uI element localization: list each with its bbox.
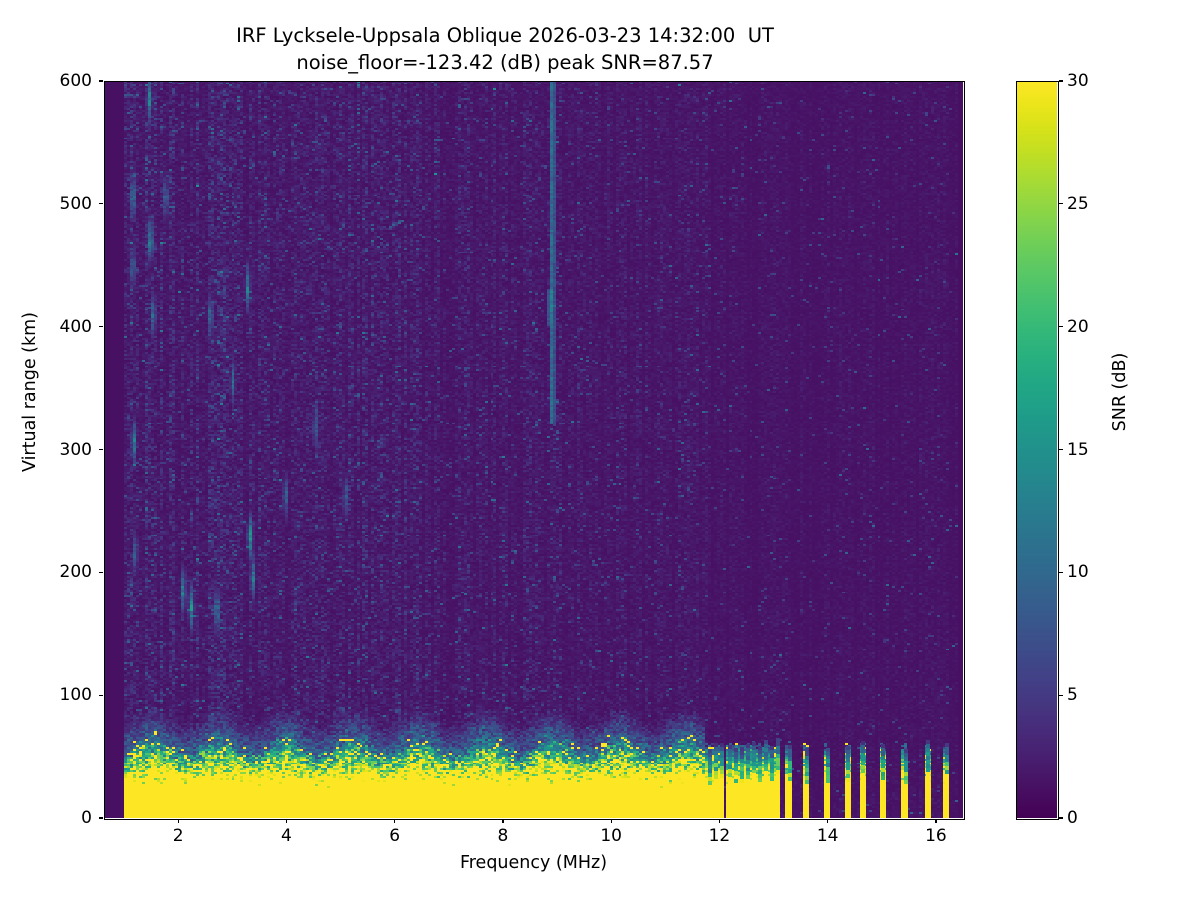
x-tick — [610, 819, 612, 823]
y-tick-label: 500 — [59, 193, 92, 214]
colorbar-tick — [1059, 571, 1063, 573]
colorbar-tick-label: 15 — [1067, 439, 1089, 460]
colorbar — [1016, 81, 1057, 818]
x-tick — [502, 819, 504, 823]
colorbar-tick-label: 10 — [1067, 562, 1089, 583]
colorbar-tick — [1059, 694, 1063, 696]
x-tick — [285, 819, 287, 823]
x-tick — [394, 819, 396, 823]
colorbar-label: SNR (dB) — [1110, 352, 1130, 432]
figure-title-line-1: IRF Lycksele-Uppsala Oblique 2026-03-23 … — [236, 24, 774, 47]
x-tick-label: 14 — [816, 826, 839, 846]
colorbar-tick-label: 30 — [1067, 71, 1089, 91]
y-axis-label: Virtual range (km) — [20, 311, 40, 473]
x-tick — [827, 819, 829, 823]
colorbar-tick — [1059, 326, 1063, 328]
x-tick — [935, 819, 937, 823]
y-tick — [99, 326, 103, 328]
x-tick-label: 6 — [389, 826, 401, 846]
colorbar-tick — [1059, 80, 1063, 82]
y-tick-label: 100 — [59, 685, 92, 706]
y-tick — [99, 694, 103, 696]
colorbar-tick-label: 25 — [1067, 193, 1089, 214]
x-axis-label: Frequency (MHz) — [459, 853, 608, 873]
y-tick — [99, 448, 103, 451]
colorbar-tick — [1059, 448, 1063, 451]
ionogram-heatmap-axes — [104, 81, 963, 818]
y-tick-label: 300 — [59, 439, 92, 460]
y-tick-label: 600 — [59, 71, 92, 91]
x-tick-label: 10 — [600, 826, 622, 846]
x-tick-label: 12 — [708, 826, 731, 846]
y-tick-label: 400 — [59, 316, 92, 337]
x-tick — [177, 819, 179, 823]
x-tick-label: 4 — [280, 826, 292, 846]
y-tick-label: 200 — [59, 562, 92, 583]
colorbar-tick-label: 5 — [1067, 685, 1078, 706]
y-tick — [99, 203, 103, 205]
figure-title: IRF Lycksele-Uppsala Oblique 2026-03-23 … — [0, 22, 1010, 76]
ionogram-heatmap-canvas — [104, 81, 963, 818]
figure-title-line-2: noise_floor=-123.42 (dB) peak SNR=87.57 — [296, 51, 714, 74]
colorbar-tick — [1059, 203, 1063, 205]
y-tick-label: 0 — [81, 808, 92, 828]
colorbar-gradient — [1016, 81, 1057, 818]
x-tick-label: 8 — [497, 826, 509, 846]
x-tick-label: 16 — [925, 826, 947, 846]
x-tick — [718, 819, 720, 823]
colorbar-tick-label: 20 — [1067, 316, 1089, 337]
colorbar-tick — [1059, 817, 1063, 819]
y-tick — [99, 571, 103, 573]
colorbar-tick-label: 0 — [1067, 808, 1078, 828]
y-tick — [99, 80, 103, 82]
y-tick — [99, 817, 103, 819]
x-tick-label: 2 — [172, 826, 184, 846]
